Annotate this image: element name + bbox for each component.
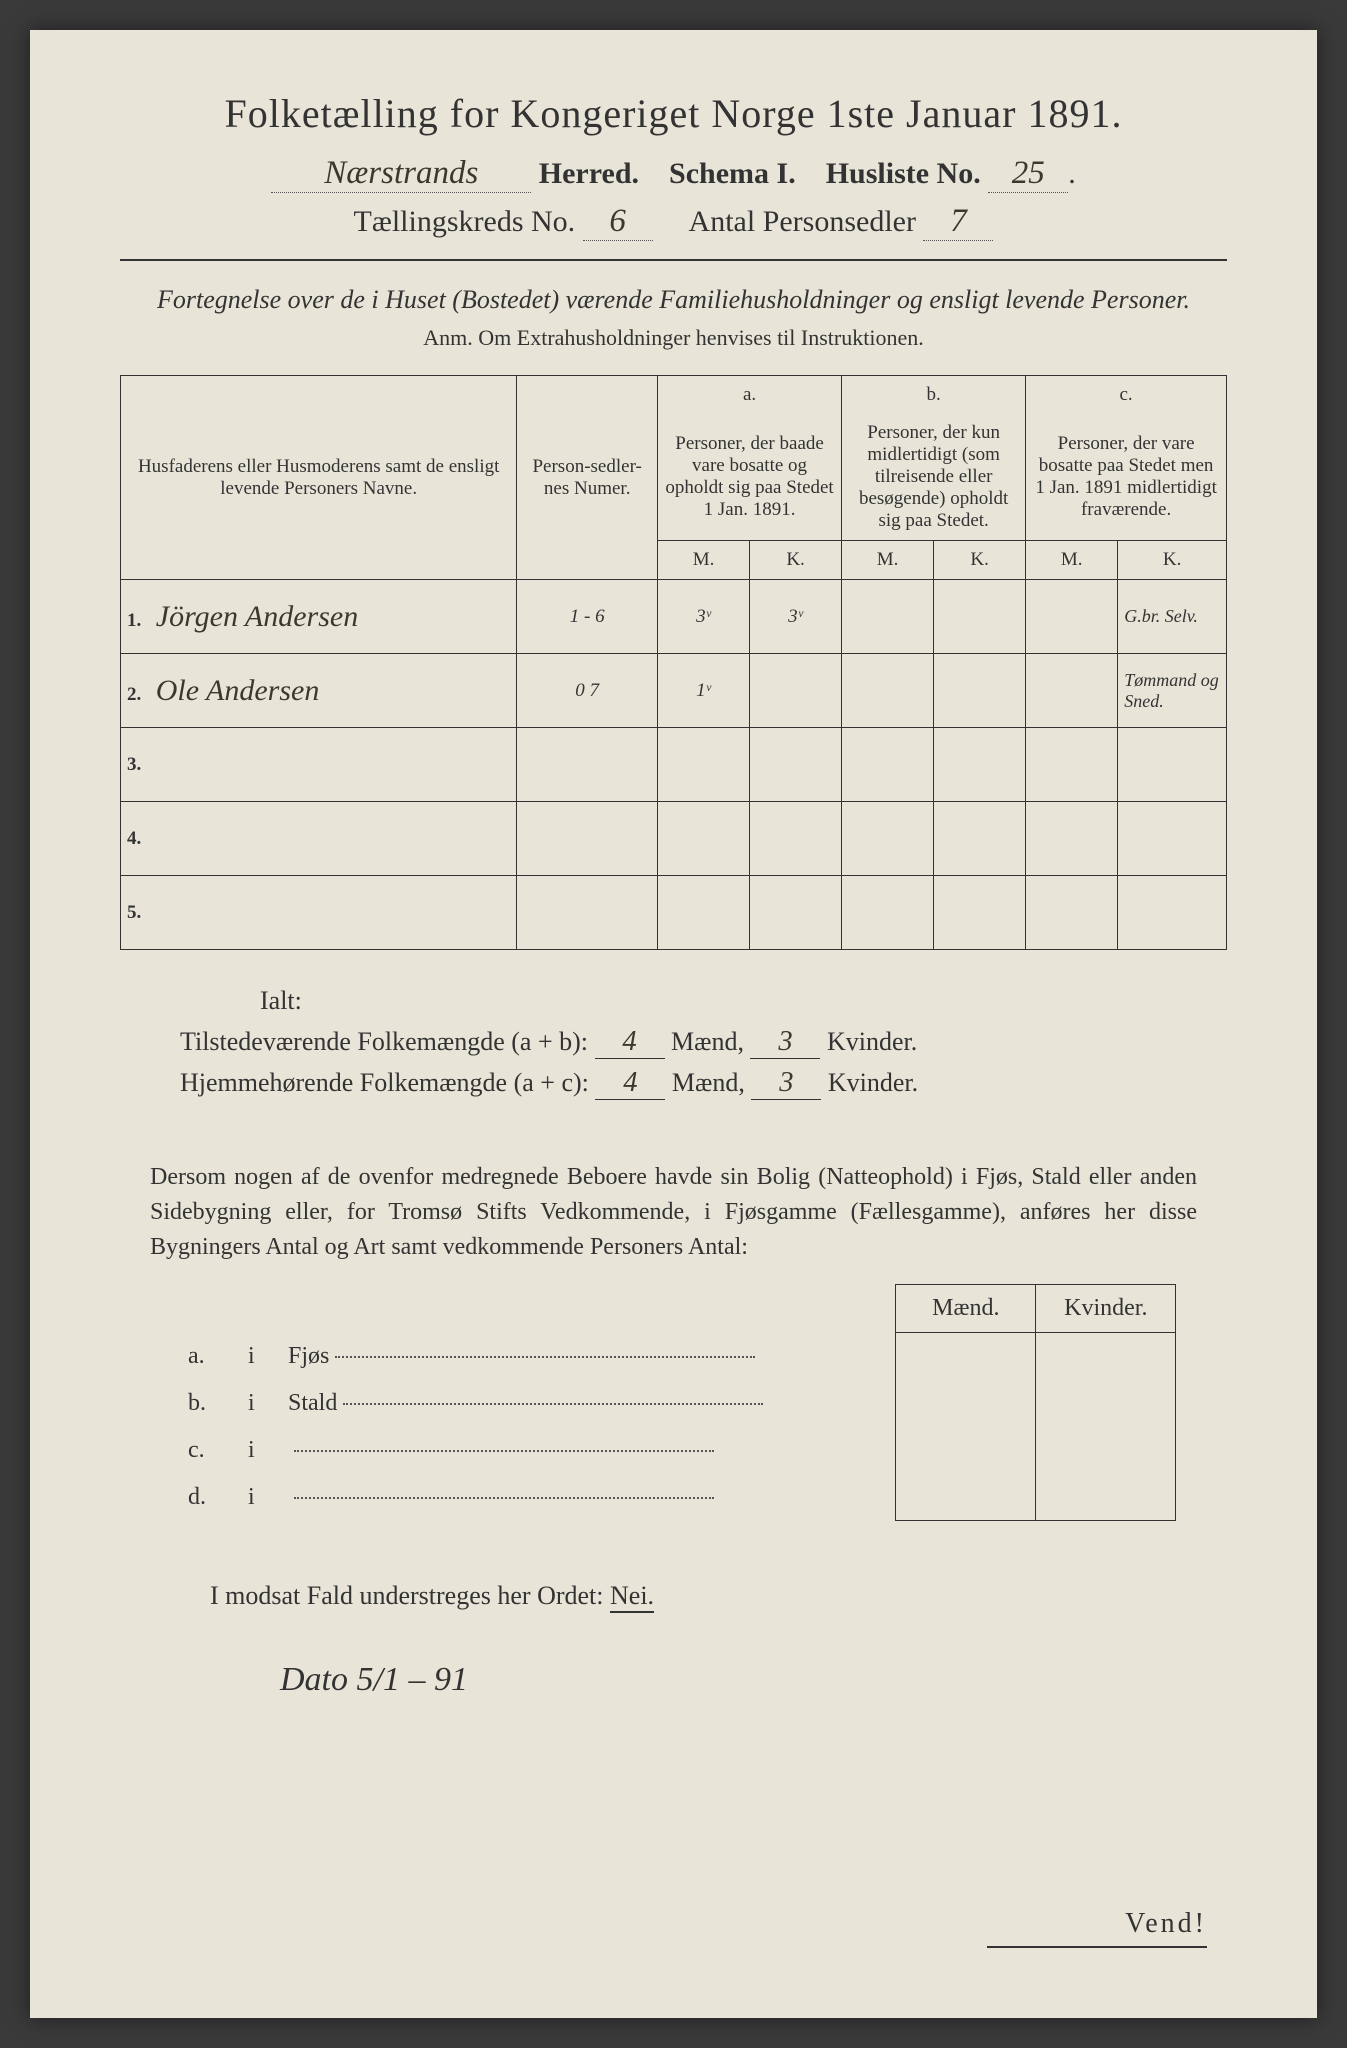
col-a-k: K. (750, 541, 842, 580)
col-c-top: c. (1026, 376, 1227, 415)
lower-row: c. i (180, 1427, 1176, 1474)
divider-rule (120, 259, 1227, 261)
lower-row: d. i (180, 1474, 1176, 1521)
sum2-m-hw: 4 (595, 1067, 665, 1100)
cell-b-m (842, 654, 934, 728)
cell-a-k: 3ᵛ (750, 580, 842, 654)
table-header-row-1: Husfaderens eller Husmoderens samt de en… (121, 376, 1227, 415)
lower-head-m: Mænd. (896, 1285, 1036, 1333)
lower-a: d. (180, 1474, 240, 1521)
cell-c-k: Tømmand og Sned. (1118, 654, 1227, 728)
herred-handwritten: Nærstrands (271, 155, 531, 193)
cell-c-k: G.br. Selv. (1118, 580, 1227, 654)
household-table: Husfaderens eller Husmoderens samt de en… (120, 375, 1227, 950)
table-row: 3. (121, 728, 1227, 802)
col-c-header: Personer, der vare bosatte paa Stedet me… (1026, 414, 1227, 541)
col-c-k: K. (1118, 541, 1227, 580)
row-number: 5. (127, 902, 151, 924)
cell-a-m: 3ᵛ (658, 580, 750, 654)
sum1-m-label: Mænd, (671, 1027, 744, 1056)
sum2-m-label: Mænd, (672, 1068, 745, 1097)
table-row: 4. (121, 802, 1227, 876)
cell-b-k (934, 654, 1026, 728)
lower-a: b. (180, 1380, 240, 1427)
lower-i: i (240, 1474, 280, 1521)
antal-label: Antal Personsedler (689, 205, 916, 238)
explanatory-paragraph: Dersom nogen af de ovenfor medregnede Be… (150, 1160, 1197, 1264)
schema-label: Schema I. (669, 157, 796, 190)
ialt-label: Ialt: (260, 986, 1227, 1016)
row-nums-hw: 0 7 (517, 654, 658, 728)
lower-i: i (240, 1380, 280, 1427)
nei-word: Nei. (610, 1581, 654, 1613)
sum-line-resident: Hjemmehørende Folkemængde (a + c): 4 Mæn… (180, 1067, 1227, 1100)
cell-c-m (1026, 654, 1118, 728)
kreds-label: Tællingskreds No. (354, 205, 576, 238)
row-name-hw: Jörgen Andersen (156, 600, 358, 633)
header-line-2: Tællingskreds No. 6 Antal Personsedler 7 (120, 203, 1227, 241)
lower-i: i (240, 1333, 280, 1380)
col-b-header: Personer, der kun midlertidigt (som tilr… (842, 414, 1026, 541)
col-a-header: Personer, der baade vare bosatte og opho… (658, 414, 842, 541)
lower-head-k: Kvinder. (1036, 1285, 1176, 1333)
row-number: 3. (127, 754, 151, 776)
herred-label: Herred. (539, 157, 639, 190)
cell-b-k (934, 580, 1026, 654)
cell-c-m (1026, 580, 1118, 654)
lower-a: a. (180, 1333, 240, 1380)
nei-line: I modsat Fald understreges her Ordet: Ne… (210, 1581, 1227, 1611)
cell-a-k (750, 654, 842, 728)
lower-a: c. (180, 1427, 240, 1474)
table-row: 2. Ole Andersen 0 7 1ᵛ Tømmand og Sned. (121, 654, 1227, 728)
sum1-k-hw: 3 (750, 1026, 820, 1059)
lower-row: a. i Fjøs (180, 1333, 1176, 1380)
table-row: 5. (121, 876, 1227, 950)
col-names-header: Husfaderens eller Husmoderens samt de en… (121, 376, 517, 580)
col-b-top: b. (842, 376, 1026, 415)
dato-handwritten: Dato 5/1 – 91 (280, 1661, 1227, 1699)
lower-name: Fjøs (288, 1343, 329, 1369)
cell-b-m (842, 580, 934, 654)
vend-label: Vend! (987, 1908, 1207, 1948)
nei-prefix: I modsat Fald understreges her Ordet: (210, 1581, 604, 1610)
sum1-k-label: Kvinder. (827, 1027, 917, 1056)
sum2-label: Hjemmehørende Folkemængde (a + c): (180, 1068, 589, 1097)
anm-note: Anm. Om Extrahusholdninger henvises til … (120, 325, 1227, 351)
col-b-m: M. (842, 541, 934, 580)
lower-name: Stald (288, 1390, 337, 1416)
lower-row: b. i Stald (180, 1380, 1176, 1427)
col-a-m: M. (658, 541, 750, 580)
census-form-page: Folketælling for Kongeriget Norge 1ste J… (30, 30, 1317, 2018)
husliste-label: Husliste No. (826, 157, 981, 190)
husliste-handwritten: 25 (988, 155, 1068, 193)
row-number: 1. (127, 610, 151, 632)
row-name-hw: Ole Andersen (156, 674, 320, 707)
sum2-k-label: Kvinder. (828, 1068, 918, 1097)
col-b-k: K. (934, 541, 1026, 580)
cell-a-m: 1ᵛ (658, 654, 750, 728)
sum-line-present: Tilstedeværende Folkemængde (a + b): 4 M… (180, 1026, 1227, 1059)
header-line-1: Nærstrands Herred. Schema I. Husliste No… (120, 155, 1227, 193)
antal-handwritten: 7 (923, 203, 993, 241)
subtitle: Fortegnelse over de i Huset (Bostedet) v… (120, 285, 1227, 315)
outbuilding-table: Mænd. Kvinder. a. i Fjøs b. i Stald c. i… (180, 1284, 1176, 1521)
col-c-m: M. (1026, 541, 1118, 580)
table-row: 1. Jörgen Andersen 1 - 6 3ᵛ 3ᵛ G.br. Sel… (121, 580, 1227, 654)
row-number: 2. (127, 684, 151, 706)
kreds-handwritten: 6 (583, 203, 653, 241)
sum2-k-hw: 3 (751, 1067, 821, 1100)
lower-header-row: Mænd. Kvinder. (180, 1285, 1176, 1333)
row-nums-hw: 1 - 6 (517, 580, 658, 654)
row-number: 4. (127, 828, 151, 850)
page-title: Folketælling for Kongeriget Norge 1ste J… (120, 90, 1227, 137)
sum1-m-hw: 4 (595, 1026, 665, 1059)
col-a-top: a. (658, 376, 842, 415)
sum1-label: Tilstedeværende Folkemængde (a + b): (180, 1027, 588, 1056)
col-nums-header: Person-sedler-nes Numer. (517, 376, 658, 580)
lower-i: i (240, 1427, 280, 1474)
